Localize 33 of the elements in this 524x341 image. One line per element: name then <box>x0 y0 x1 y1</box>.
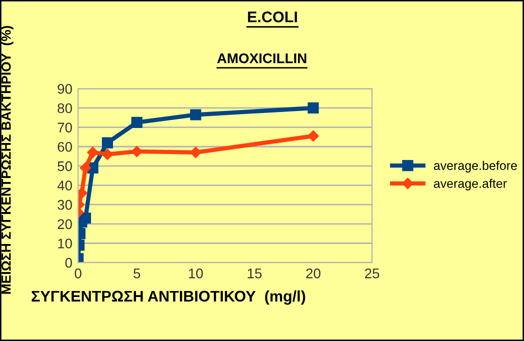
point <box>308 130 319 142</box>
x-tick-label: 15 <box>248 268 262 278</box>
point <box>87 146 98 158</box>
x-tick-label: 20 <box>306 268 320 278</box>
point <box>308 102 319 114</box>
point <box>80 212 92 224</box>
y-axis-title: ΜΕΙΩΣΗ ΣΥΓΚΕΝΤΡΩΣΗΣ ΒΑΚΤΗΡΙΟΥ (%) <box>1 26 14 294</box>
x-axis-title: ΣΥΓΚΕΝΤΡΩΣΗ ΑΝΤΙΒΙΟΤΙΚΟΥ (mg/l) <box>32 290 306 305</box>
y-tick-label: 20 <box>58 219 72 230</box>
y-tick-label: 40 <box>57 180 72 190</box>
y-tick-label: 60 <box>58 142 72 152</box>
y-tick-label: 90 <box>58 84 72 94</box>
x-tick-label: 25 <box>365 268 380 278</box>
point <box>80 162 92 174</box>
y-tick-label: 70 <box>58 122 72 132</box>
y-tick-label: 10 <box>58 238 72 248</box>
x-tick-label: 0 <box>74 268 82 278</box>
point <box>102 148 114 160</box>
legend-label: average.before <box>434 160 517 172</box>
point <box>131 116 142 128</box>
x-tick-label: 10 <box>188 268 203 278</box>
point <box>190 146 202 158</box>
y-tick-label: 30 <box>58 200 72 210</box>
chart-title: E.COLI <box>248 11 297 22</box>
point <box>131 146 142 158</box>
point <box>102 137 114 148</box>
chart-subtitle: AMOXICILLIN <box>217 53 306 64</box>
y-tick-label: 0 <box>65 258 72 268</box>
legend-label: average.after <box>434 178 507 190</box>
y-tick-label: 80 <box>58 103 72 114</box>
point <box>190 109 202 120</box>
x-tick-label: 5 <box>134 268 140 278</box>
y-tick-label: 50 <box>58 161 72 172</box>
